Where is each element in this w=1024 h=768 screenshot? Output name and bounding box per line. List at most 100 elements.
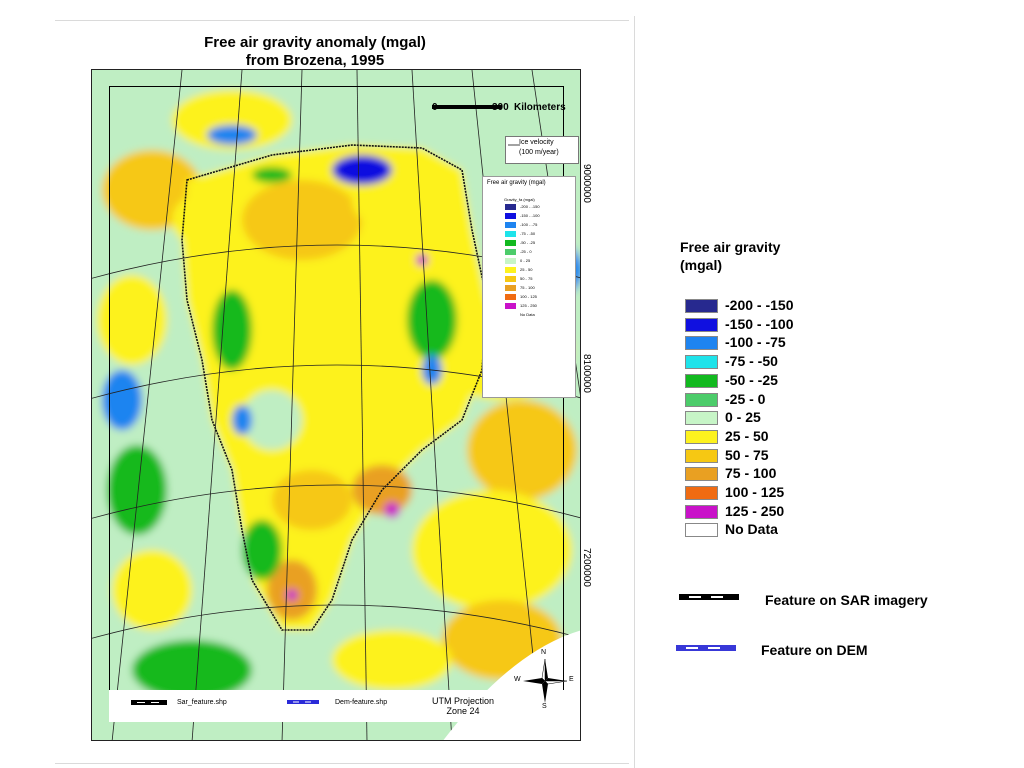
inner-legend-label: 125 - 250 — [520, 303, 537, 308]
inner-legend-label: -200 - -150 — [520, 204, 540, 209]
utm-projection-label: UTM Projection Zone 24 — [432, 696, 494, 716]
sar-feature-legend-symbol — [679, 594, 739, 600]
inner-legend-item: -75 - -50 — [505, 231, 535, 238]
sar-feature-symbol — [131, 700, 167, 705]
legend-swatch — [685, 336, 718, 351]
inner-legend-swatch — [505, 258, 516, 264]
map-frame: 0 300 Kilometers Ice velocity (100 m/yea… — [91, 69, 581, 741]
inner-legend-item: -50 - -25 — [505, 240, 535, 247]
legend-label: -50 - -25 — [725, 371, 778, 388]
legend-label: -150 - -100 — [725, 315, 794, 332]
legend-swatch — [685, 317, 718, 332]
legend-label: 75 - 100 — [725, 465, 777, 482]
legend-label: -25 - 0 — [725, 390, 766, 407]
dem-feature-symbol — [287, 700, 319, 704]
inner-legend-item: 50 - 75 — [505, 276, 532, 283]
inner-legend-label: 0 - 25 — [520, 258, 531, 263]
legend-label: 0 - 25 — [725, 409, 761, 426]
utm-projection-line1: UTM Projection — [432, 696, 495, 706]
gravity-color-field — [92, 70, 580, 740]
inner-legend-label: -150 - -100 — [520, 213, 540, 218]
legend-swatch — [685, 467, 718, 482]
gravity-anomaly-map — [92, 70, 580, 740]
inner-legend-item: 0 - 25 — [505, 258, 530, 265]
inner-legend-swatch — [505, 231, 516, 237]
inner-legend-item: -150 - -100 — [505, 213, 540, 220]
greenland-coastline — [181, 144, 488, 631]
compass-s: S — [542, 703, 547, 710]
inner-legend-swatch — [505, 249, 516, 255]
legend-swatch — [685, 411, 718, 426]
inner-legend-label: -75 - -50 — [520, 231, 536, 236]
inner-legend-swatch — [505, 312, 516, 318]
inner-legend-swatch — [505, 276, 516, 282]
map-bottom-bar: Sar_feature.shp Dem-feature.shp UTM Proj… — [109, 690, 564, 722]
inner-legend-label: 100 - 125 — [520, 294, 537, 299]
legend-swatch — [685, 373, 718, 388]
compass-e: E — [569, 676, 574, 683]
top-rule — [55, 20, 629, 21]
legend-swatch — [685, 523, 718, 538]
inner-legend-label: -25 - 0 — [520, 249, 532, 254]
right-tick-9000000: 9000000 — [581, 164, 592, 203]
map-title: Free air gravity anomaly (mgal) from Bro… — [150, 34, 480, 70]
dem-feature-label: Dem-feature.shp — [335, 699, 388, 706]
inner-legend-swatch — [505, 294, 516, 300]
ice-velocity-line2: (100 m/year) — [519, 149, 559, 156]
inner-legend-item: No Data — [505, 312, 535, 319]
inner-legend-item: -25 - 0 — [505, 249, 532, 256]
legend-label: 125 - 250 — [725, 502, 785, 519]
sar-feature-label: Sar_feature.shp — [177, 699, 227, 706]
legend-label: 50 - 75 — [725, 446, 769, 463]
sar-feature-legend-label: Feature on SAR imagery — [765, 592, 928, 608]
legend-title-line2: (mgal) — [680, 257, 722, 273]
legend-label: No Data — [725, 521, 778, 538]
map-title-line2: from Brozena, 1995 — [245, 52, 385, 69]
inner-legend-swatch — [505, 213, 516, 219]
inner-legend-label: 50 - 75 — [520, 276, 533, 281]
bottom-rule — [55, 763, 629, 764]
legend-swatch — [685, 448, 718, 463]
legend-label: 100 - 125 — [725, 484, 785, 500]
legend-swatch — [685, 355, 718, 370]
legend-title: Free air gravity (mgal) — [680, 238, 780, 274]
inner-legend-subtitle: Gravity_fa (mgal) — [504, 197, 535, 202]
inner-legend-swatch — [505, 285, 516, 291]
map-title-line1: Free air gravity anomaly (mgal) — [204, 34, 426, 51]
legend-swatch — [685, 429, 718, 444]
right-tick-8100000: 8100000 — [581, 354, 592, 393]
inner-legend-swatch — [505, 204, 516, 210]
inner-legend-label: -100 - -75 — [520, 222, 538, 227]
gravity-legend: Free air gravity (mgal) -200 - -150 -150 … — [680, 238, 1000, 638]
ice-velocity-line1: Ice velocity — [519, 139, 554, 146]
inner-legend-swatch — [505, 267, 516, 273]
inner-legend-swatch — [505, 240, 516, 246]
legend-label: 25 - 50 — [725, 427, 769, 444]
right-tick-7200000: 7200000 — [581, 548, 592, 587]
inner-legend-item: -100 - -75 — [505, 222, 537, 229]
inner-legend-label: No Data — [520, 312, 535, 317]
inner-legend-label: -50 - -25 — [520, 240, 536, 245]
scale-unit: Kilometers — [514, 102, 566, 113]
legend-swatch — [685, 299, 718, 313]
utm-projection-line2: Zone 24 — [446, 706, 480, 716]
scale-start: 0 — [432, 102, 438, 113]
inner-legend: Free air gravity (mgal) Gravity_fa (mgal… — [482, 176, 576, 398]
scale-bar — [432, 99, 512, 118]
inner-legend-title: Free air gravity (mgal) — [487, 180, 546, 186]
inner-legend-item: 25 - 50 — [505, 267, 532, 274]
vertical-rule — [634, 16, 635, 768]
inner-legend-label: 75 - 100 — [520, 285, 535, 290]
dem-feature-legend-label: Feature on DEM — [761, 642, 868, 658]
dem-feature-legend-symbol — [676, 645, 736, 651]
inner-legend-item: 100 - 125 — [505, 294, 537, 301]
inner-legend-item: 75 - 100 — [505, 285, 535, 292]
legend-label: -200 - -150 — [725, 297, 794, 313]
inner-legend-item: 125 - 250 — [505, 303, 537, 310]
ice-velocity-box: Ice velocity (100 m/year) — [505, 136, 579, 164]
legend-label: -100 - -75 — [725, 334, 786, 351]
compass-w: W — [514, 676, 521, 683]
compass-rose-icon — [523, 658, 568, 703]
ice-velocity-line-icon — [508, 144, 520, 146]
compass-n: N — [541, 649, 547, 656]
